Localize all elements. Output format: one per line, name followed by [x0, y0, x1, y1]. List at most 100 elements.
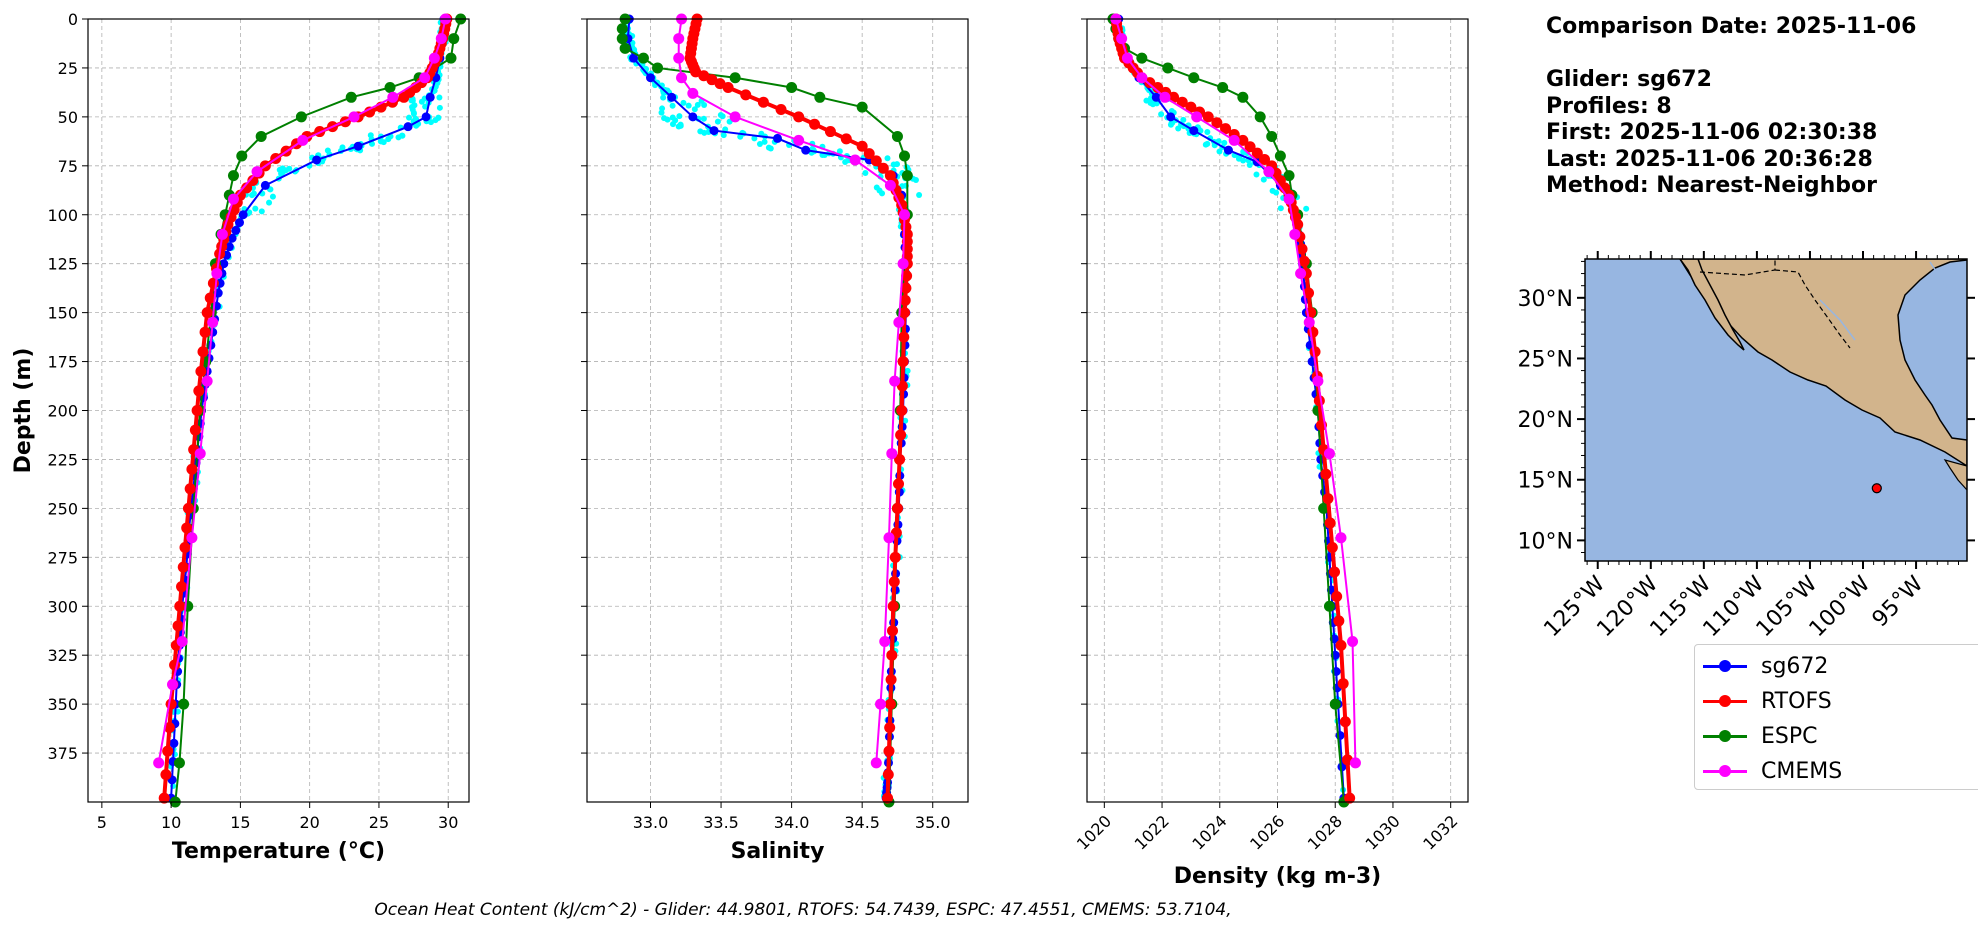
series-point: [158, 792, 170, 804]
glider-raw-point: [879, 190, 886, 197]
series-point: [174, 600, 186, 612]
panel-1: 0 25 50 75 100 125 150 175 200 225 250 275 300 325 350…: [11, 10, 470, 864]
legend: sg672 RTOFS ESPC CMEMS: [1694, 644, 1978, 790]
panel-2: 33.0 33.5 34.0 34.5 35.0 Salinity: [581, 13, 969, 864]
series-point: [201, 307, 213, 319]
series-point: [1283, 170, 1295, 182]
glider-raw-point: [873, 184, 880, 191]
legend-label: RTOFS: [1761, 688, 1832, 714]
comparison-info: Comparison Date: 2025-11-06 Glider: sg67…: [1546, 14, 1916, 200]
glider-raw-point: [765, 144, 772, 151]
series-point: [227, 233, 237, 243]
y-tick-label: 375: [47, 744, 78, 763]
x-tick-label: 15: [230, 813, 250, 832]
x-tick-label: 20: [299, 813, 319, 832]
y-tick-label: 175: [47, 353, 78, 372]
glider-raw-point: [435, 115, 442, 122]
spacer: [1546, 41, 1916, 68]
series-point: [896, 405, 908, 416]
y-tick-label: 75: [58, 157, 78, 176]
series-point: [891, 130, 903, 142]
glider-raw-point: [1204, 140, 1211, 147]
glider-raw-point: [701, 102, 708, 109]
glider-location-marker: [1871, 483, 1882, 494]
map-border-us: [1699, 259, 1851, 349]
x-tick-label: 30: [438, 813, 458, 832]
x-tick-label: 1032: [1419, 811, 1461, 853]
series-point: [793, 134, 805, 146]
series-point: [849, 154, 861, 166]
glider-raw-point: [676, 113, 683, 120]
glider-raw-point: [1246, 161, 1253, 168]
series-point: [1188, 72, 1200, 84]
series-point: [889, 551, 901, 563]
glider-raw-point: [751, 135, 758, 142]
series-sg672: [623, 14, 911, 803]
series-point: [167, 679, 179, 691]
series-point: [1303, 287, 1315, 299]
series-point: [403, 122, 413, 132]
series-point: [883, 532, 895, 544]
x-tick-label: 25: [369, 813, 389, 832]
series-point: [887, 625, 899, 637]
glider-raw-point: [1260, 176, 1267, 183]
series-point: [1335, 532, 1347, 544]
series-point: [1303, 316, 1315, 328]
x-tick-label: 5: [97, 813, 107, 832]
series-point: [1254, 111, 1266, 123]
series-point: [189, 424, 201, 436]
x-tick-label: 1020: [1073, 811, 1115, 853]
series-point: [809, 118, 821, 130]
series-point: [1191, 111, 1203, 123]
glider-raw-point: [685, 102, 692, 109]
series-point: [1136, 52, 1148, 64]
series-point: [428, 52, 440, 64]
series-point: [1176, 96, 1188, 108]
profiles-count: Profiles: 8: [1546, 93, 1672, 119]
glider-raw-point: [720, 132, 727, 139]
series-point: [241, 182, 253, 194]
glider-raw-point: [422, 103, 429, 110]
series-point: [1295, 267, 1307, 279]
series-point: [1259, 153, 1271, 165]
series-point: [1337, 678, 1349, 690]
glider-raw-point: [836, 148, 843, 155]
series-point: [224, 242, 234, 252]
map-land-baja: [1679, 259, 1745, 351]
x-tick-label: 34.0: [774, 813, 810, 832]
glider-raw-point: [1167, 121, 1174, 128]
series-point: [1162, 62, 1174, 74]
series-point: [1326, 542, 1338, 554]
y-tick-label: 350: [47, 695, 78, 714]
y-tick-label: 300: [47, 597, 78, 616]
glider-raw-point: [691, 106, 698, 113]
series-point: [204, 292, 216, 304]
last-time: Last: 2025-11-06 20:36:28: [1546, 146, 1873, 172]
legend-swatch: [1703, 763, 1747, 779]
series-point: [163, 722, 175, 734]
series-point: [673, 33, 685, 45]
series-point: [1347, 635, 1359, 647]
series-point: [260, 180, 270, 190]
series-line: [1112, 18, 1345, 803]
series-point: [1266, 130, 1278, 142]
legend-item-rtofs: RTOFS: [1703, 686, 1832, 716]
series-point: [886, 649, 898, 661]
series-point: [165, 698, 177, 710]
series-point: [1202, 111, 1214, 123]
glider-raw-point: [249, 192, 256, 199]
series-point: [295, 111, 307, 123]
series-point: [1339, 716, 1351, 728]
footer-text: Ocean Heat Content (kJ/cm^2) - Glider: 4…: [374, 900, 1232, 920]
series-point: [899, 150, 910, 162]
series-point: [1263, 166, 1275, 178]
map-lat-label: 25°N: [1518, 347, 1573, 372]
series-point: [898, 331, 910, 343]
glider-raw-point: [884, 155, 891, 162]
series-point: [729, 72, 741, 84]
method: Method: Nearest-Neighbor: [1546, 173, 1877, 198]
x-axis-label: Salinity: [731, 839, 825, 864]
series-point: [887, 600, 899, 612]
series-point: [216, 228, 228, 240]
series-point: [1335, 639, 1347, 651]
